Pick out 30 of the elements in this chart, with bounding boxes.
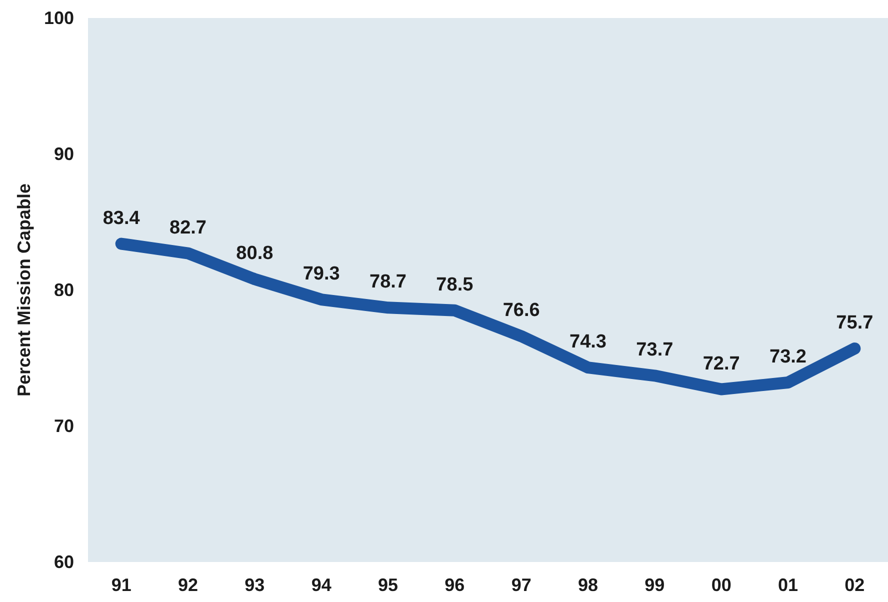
data-label: 78.5 xyxy=(436,274,474,296)
y-tick-label: 60 xyxy=(54,552,74,572)
data-label: 73.2 xyxy=(770,346,806,368)
y-axis-title: Percent Mission Capable xyxy=(14,183,34,397)
x-tick-label: 95 xyxy=(378,575,398,595)
data-label: 73.7 xyxy=(636,340,674,361)
data-label: 76.6 xyxy=(502,300,540,322)
data-label: 78.7 xyxy=(370,272,406,293)
x-tick-label: 01 xyxy=(778,575,798,595)
x-tick-label: 94 xyxy=(311,575,332,595)
y-tick-label: 70 xyxy=(54,416,74,436)
y-tick-label: 100 xyxy=(44,8,74,28)
x-tick-label: 97 xyxy=(511,575,532,595)
data-label: 83.4 xyxy=(102,208,140,229)
x-tick-label: 98 xyxy=(578,575,598,595)
data-label: 74.3 xyxy=(570,332,606,353)
data-label: 80.8 xyxy=(236,243,274,264)
y-tick-label: 80 xyxy=(54,280,74,300)
x-tick-label: 92 xyxy=(178,575,198,595)
data-label: 72.7 xyxy=(702,353,740,374)
data-label: 75.7 xyxy=(836,312,874,334)
data-label: 82.7 xyxy=(170,217,206,238)
x-tick-label: 00 xyxy=(711,575,732,595)
x-tick-label: 93 xyxy=(244,575,265,595)
data-label: 79.3 xyxy=(302,264,340,285)
x-tick-label: 91 xyxy=(111,575,132,595)
x-tick-label: 02 xyxy=(844,575,865,595)
y-tick-label: 90 xyxy=(54,144,74,164)
x-tick-label: 99 xyxy=(644,575,665,595)
x-tick-label: 96 xyxy=(444,575,465,595)
